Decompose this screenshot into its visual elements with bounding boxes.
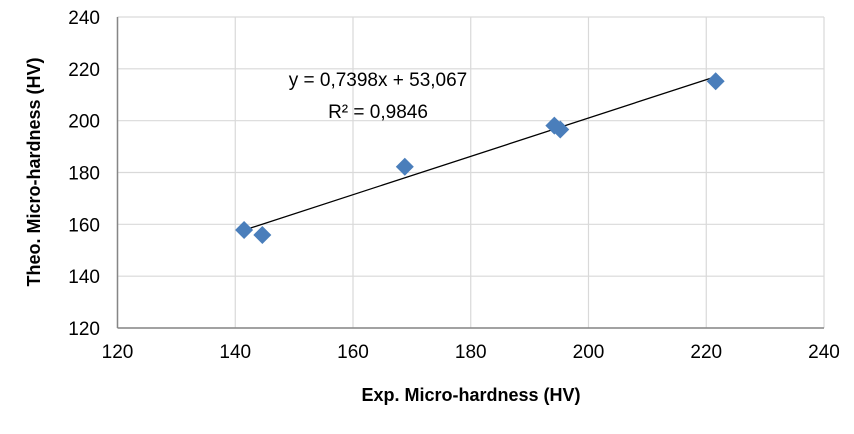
axes (116, 17, 824, 329)
x-tick-label: 160 (337, 342, 369, 363)
data-point (706, 72, 725, 91)
y-tick-label: 160 (68, 215, 100, 236)
x-tick-label: 140 (219, 342, 251, 363)
y-tick-label: 200 (68, 112, 100, 133)
y-tick-labels: 120 140 160 180 200 220 240 (68, 8, 100, 340)
y-tick-label: 220 (68, 60, 100, 81)
r-squared-label: R² = 0,9846 (328, 102, 428, 123)
x-tick-label: 120 (102, 342, 134, 363)
data-points (235, 72, 725, 244)
grid-lines (116, 16, 825, 329)
y-tick-label: 140 (68, 267, 100, 288)
y-axis-label: Theo. Micro-hardness (HV) (24, 57, 44, 286)
data-point (395, 157, 414, 176)
x-tick-label: 220 (690, 342, 722, 363)
trendline (243, 75, 716, 231)
y-tick-label: 120 (68, 319, 100, 340)
y-tick-label: 180 (68, 164, 100, 185)
x-tick-labels: 120 140 160 180 200 220 240 (102, 342, 840, 363)
x-tick-label: 240 (808, 342, 840, 363)
x-tick-label: 200 (573, 342, 605, 363)
data-point (253, 225, 272, 244)
x-axis-label: Exp. Micro-hardness (HV) (361, 385, 580, 405)
trendline-equation: y = 0,7398x + 53,067 (289, 70, 468, 91)
data-point (551, 120, 570, 139)
y-tick-label: 240 (68, 8, 100, 29)
x-tick-label: 180 (455, 342, 487, 363)
data-point (235, 221, 254, 240)
